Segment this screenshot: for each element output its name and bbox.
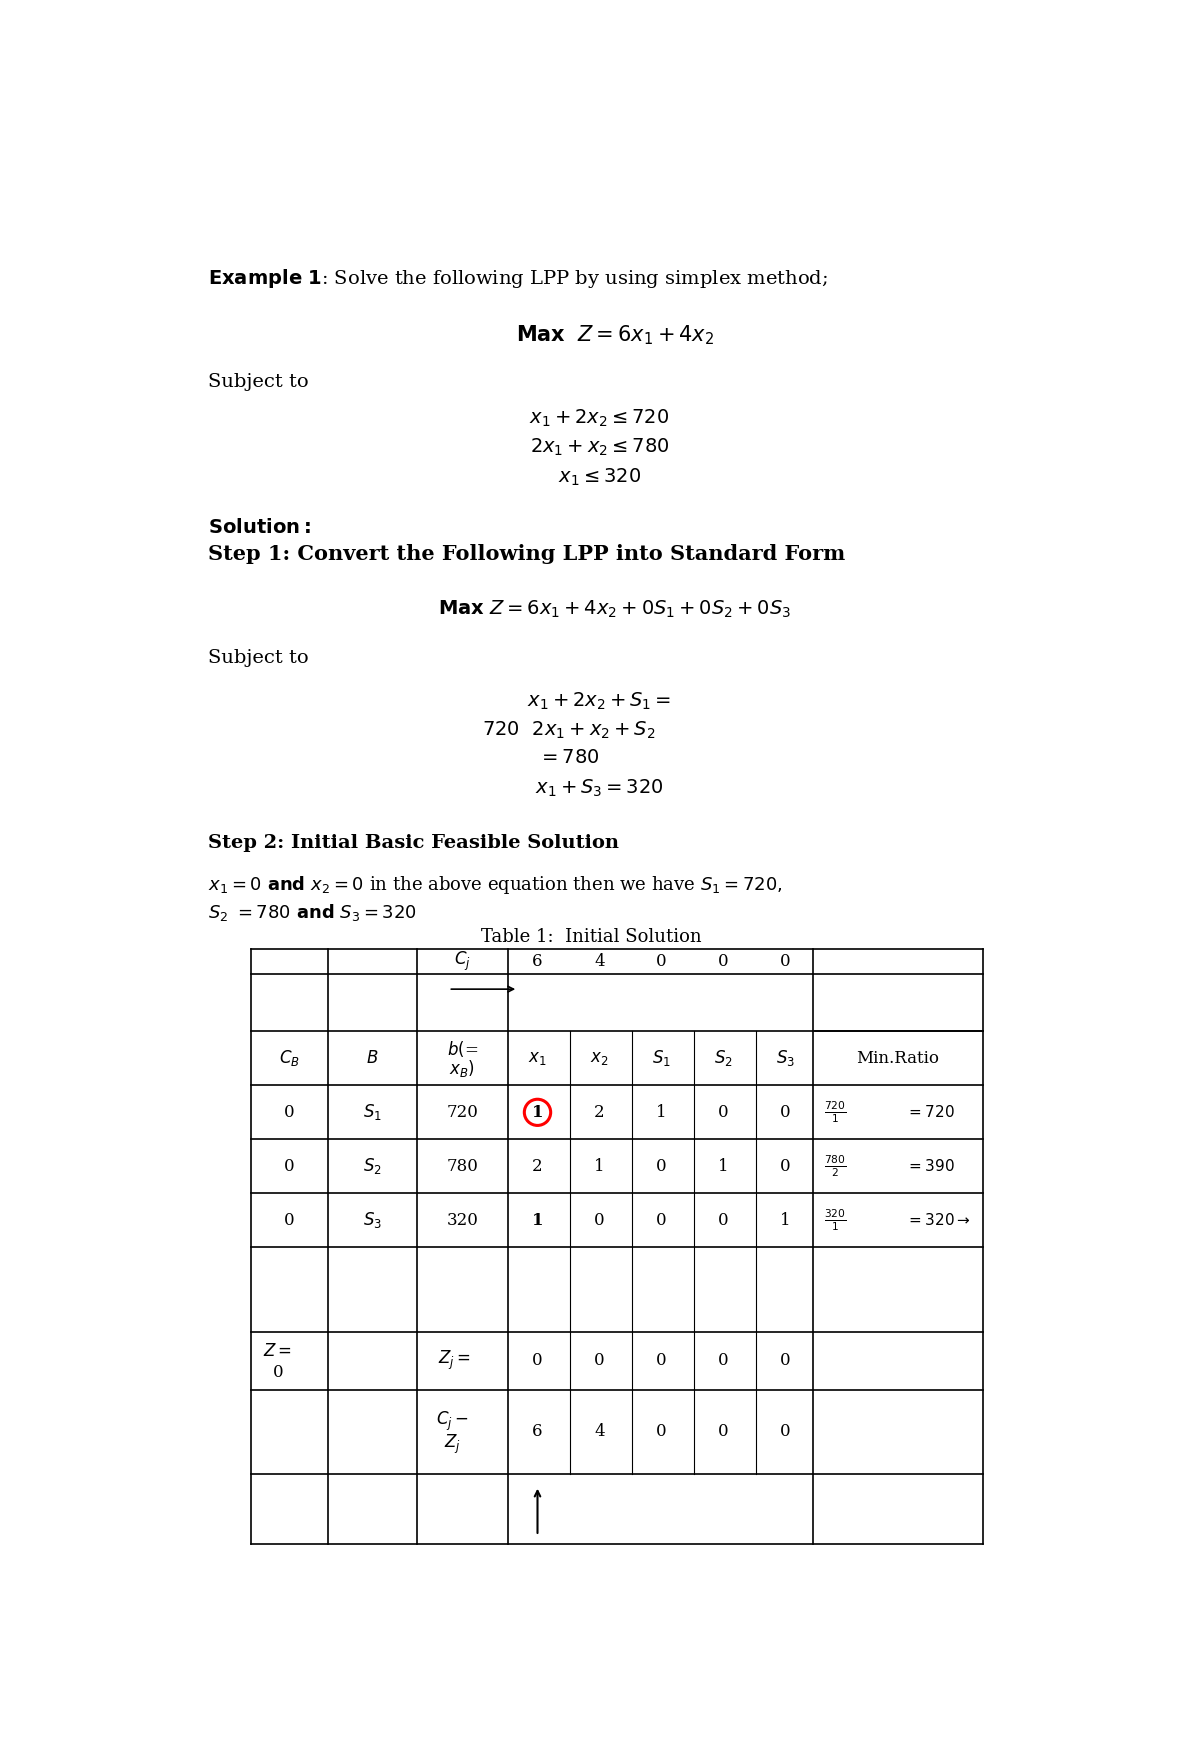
Text: $= 390$: $= 390$: [906, 1158, 954, 1173]
Text: $C_j -$: $C_j -$: [436, 1410, 469, 1433]
Text: 0: 0: [284, 1158, 295, 1175]
Text: 0: 0: [718, 953, 728, 969]
Text: Subject to: Subject to: [208, 648, 308, 666]
Text: 0: 0: [718, 1424, 728, 1440]
Text: $b($=: $b($=: [446, 1040, 478, 1059]
Text: 1: 1: [594, 1158, 605, 1175]
Text: 0: 0: [656, 953, 667, 969]
Text: 0: 0: [284, 1212, 295, 1228]
Text: $720\ \ 2x_1 + x_2 + S_2$: $720\ \ 2x_1 + x_2 + S_2$: [482, 719, 655, 742]
Text: $x_1 + 2x_2 + S_1 =$: $x_1 + 2x_2 + S_1 =$: [528, 691, 672, 712]
Text: $S_3$: $S_3$: [776, 1048, 796, 1068]
Text: $x_1 \leq 320$: $x_1 \leq 320$: [558, 467, 641, 488]
Text: $x_1 + 2x_2 \leq 720$: $x_1 + 2x_2 \leq 720$: [529, 407, 670, 430]
Text: $S_2\ = 780\ \mathit{\mathbf{and}}\ S_3 = 320$: $S_2\ = 780\ \mathit{\mathbf{and}}\ S_3 …: [208, 902, 416, 923]
Text: 0: 0: [532, 1351, 542, 1369]
Text: 0: 0: [594, 1212, 605, 1228]
Text: $Z_j =$: $Z_j =$: [438, 1348, 470, 1373]
Text: 0: 0: [780, 1103, 791, 1121]
Text: $C_j$: $C_j$: [454, 950, 470, 973]
Text: Min.Ratio: Min.Ratio: [857, 1050, 940, 1068]
Text: 0: 0: [718, 1351, 728, 1369]
Text: Table 1:  Initial Solution: Table 1: Initial Solution: [481, 927, 702, 946]
Text: $C_B$: $C_B$: [280, 1048, 300, 1068]
Text: 1: 1: [532, 1103, 544, 1121]
Text: 0: 0: [656, 1158, 667, 1175]
Text: $\frac{720}{1}$: $\frac{720}{1}$: [824, 1099, 847, 1126]
Text: $S_2$: $S_2$: [714, 1048, 733, 1068]
Text: 720: 720: [446, 1103, 479, 1121]
Text: 1: 1: [656, 1103, 667, 1121]
Text: 0: 0: [780, 953, 791, 969]
Text: $S_1$: $S_1$: [652, 1048, 671, 1068]
Text: $B$: $B$: [366, 1050, 379, 1068]
Text: $x_1$: $x_1$: [528, 1050, 547, 1068]
Text: 2: 2: [594, 1103, 605, 1121]
Text: Step 2: Initial Basic Feasible Solution: Step 2: Initial Basic Feasible Solution: [208, 833, 619, 851]
Text: 780: 780: [446, 1158, 479, 1175]
Text: 320: 320: [446, 1212, 479, 1228]
Text: 1: 1: [718, 1158, 728, 1175]
Text: $x_1 = 0\ \mathit{\mathbf{and}}\ x_2 = 0$ in the above equation then we have $S_: $x_1 = 0\ \mathit{\mathbf{and}}\ x_2 = 0…: [208, 874, 782, 895]
Text: $x_B)$: $x_B)$: [450, 1057, 475, 1078]
Text: 1: 1: [780, 1212, 791, 1228]
Text: 0: 0: [656, 1424, 667, 1440]
Text: 0: 0: [780, 1424, 791, 1440]
Text: $x_2$: $x_2$: [590, 1050, 608, 1068]
Text: 0: 0: [656, 1351, 667, 1369]
Text: 0: 0: [272, 1364, 283, 1381]
Text: 0: 0: [718, 1212, 728, 1228]
Text: 6: 6: [533, 953, 542, 969]
Text: $S_2$: $S_2$: [364, 1156, 382, 1177]
Text: $x_1 + S_3 = 320$: $x_1 + S_3 = 320$: [535, 779, 664, 800]
Text: $\frac{320}{1}$: $\frac{320}{1}$: [824, 1207, 847, 1233]
Text: 2: 2: [532, 1158, 542, 1175]
Text: $\mathbf{Example\ 1}$: Solve the following LPP by using simplex method;: $\mathbf{Example\ 1}$: Solve the followi…: [208, 266, 828, 291]
Text: $S_3$: $S_3$: [362, 1210, 382, 1230]
Text: 0: 0: [284, 1103, 295, 1121]
Text: $\mathit{\mathbf{Max}}$  $\mathit{Z = 6x_1 + 4x_2}$: $\mathit{\mathbf{Max}}$ $\mathit{Z = 6x_…: [516, 322, 714, 347]
Text: $Z_j$: $Z_j$: [444, 1433, 461, 1455]
Text: 0: 0: [780, 1351, 791, 1369]
Text: $Z =$: $Z =$: [263, 1343, 293, 1360]
Text: 4: 4: [594, 953, 605, 969]
Text: 1: 1: [532, 1212, 544, 1228]
Text: $\frac{780}{2}$: $\frac{780}{2}$: [824, 1154, 847, 1179]
Text: Subject to: Subject to: [208, 374, 308, 391]
Text: 0: 0: [656, 1212, 667, 1228]
Text: $\mathbf{Solution:}$: $\mathbf{Solution:}$: [208, 518, 311, 537]
Text: $= 320 \rightarrow$: $= 320 \rightarrow$: [906, 1212, 971, 1228]
Text: 0: 0: [594, 1351, 605, 1369]
Text: 0: 0: [718, 1103, 728, 1121]
Text: $S_1$: $S_1$: [362, 1103, 382, 1122]
Text: 0: 0: [780, 1158, 791, 1175]
Text: Step 1: Convert the Following LPP into Standard Form: Step 1: Convert the Following LPP into S…: [208, 544, 845, 564]
Text: 4: 4: [594, 1424, 605, 1440]
Text: $= 720$: $= 720$: [906, 1105, 954, 1121]
Text: $2x_1 + x_2 \leq 780$: $2x_1 + x_2 \leq 780$: [529, 437, 670, 458]
Text: 6: 6: [533, 1424, 542, 1440]
Text: $= 780$: $= 780$: [538, 749, 599, 766]
Text: $\mathit{\mathbf{Max}}\ \mathit{Z = 6x_1 + 4x_2 + 0S_1 + 0S_2 + 0S_3}$: $\mathit{\mathbf{Max}}\ \mathit{Z = 6x_1…: [438, 599, 792, 620]
